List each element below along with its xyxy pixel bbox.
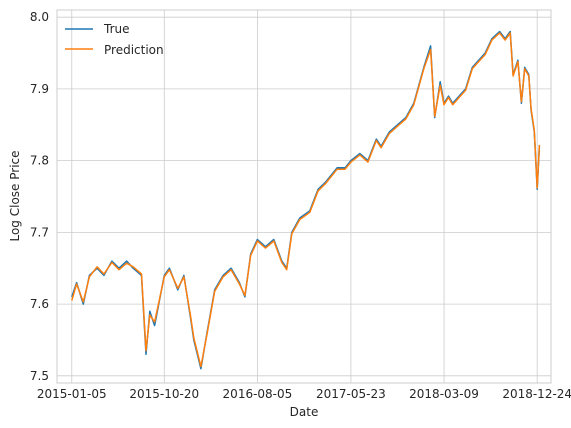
series-line-prediction	[71, 32, 541, 368]
y-tick-label: 7.9	[30, 82, 49, 96]
x-tick-label: 2018-03-09	[409, 387, 479, 401]
legend-label-true: True	[103, 22, 130, 36]
x-tick-label: 2017-05-23	[316, 387, 386, 401]
y-tick-label: 8.0	[30, 10, 49, 24]
y-tick-label: 7.7	[30, 225, 49, 239]
y-tick-label: 7.5	[30, 369, 49, 383]
legend-label-prediction: Prediction	[104, 43, 164, 57]
plot-area	[56, 9, 552, 384]
y-tick-label: 7.8	[30, 154, 49, 168]
ticks: 2015-01-05 2015-10-20 2016-08-05 2017-05-23…	[30, 10, 571, 401]
x-tick-label: 2018-12-24	[502, 387, 571, 401]
x-axis-title: Date	[290, 405, 319, 419]
x-tick-label: 2015-01-05	[37, 387, 107, 401]
legend: True Prediction	[65, 22, 164, 57]
x-tick-label: 2016-08-05	[223, 387, 293, 401]
series-lines	[71, 30, 541, 370]
x-tick-label: 2015-10-20	[129, 387, 199, 401]
grid	[57, 10, 551, 383]
y-axis-title: Log Close Price	[8, 150, 22, 241]
y-tick-label: 7.6	[30, 297, 49, 311]
